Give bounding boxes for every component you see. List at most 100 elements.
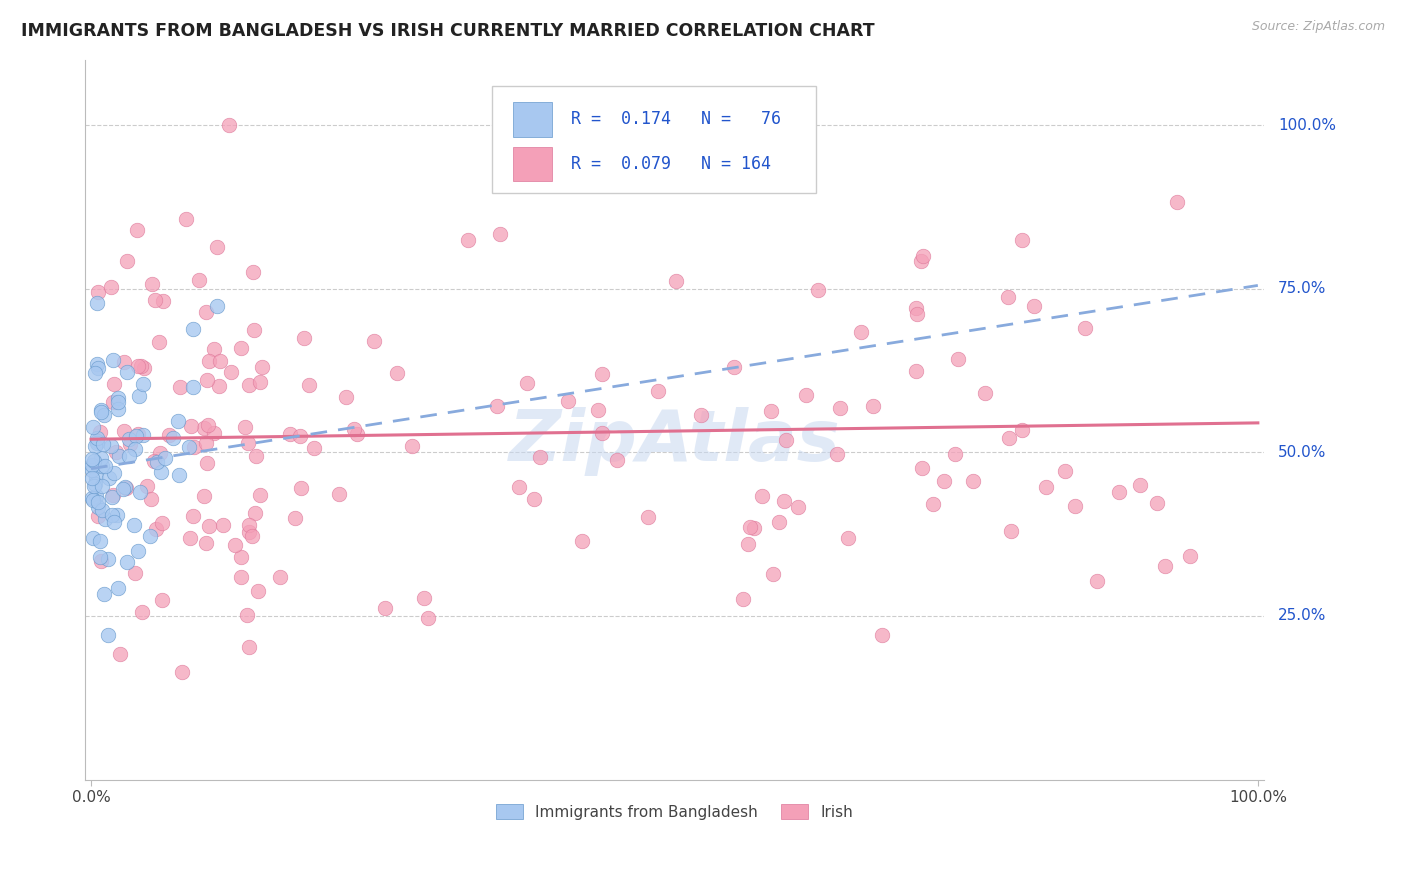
Point	[86, 434, 108, 448]
Point	[90, 459, 112, 474]
Point	[221, 365, 243, 379]
Point	[238, 640, 260, 654]
Point	[363, 334, 385, 349]
Point	[794, 387, 817, 401]
Point	[998, 431, 1021, 445]
Point	[486, 399, 509, 413]
Point	[150, 516, 173, 530]
Point	[997, 290, 1019, 304]
Point	[238, 517, 260, 532]
Point	[197, 418, 219, 433]
Point	[107, 449, 129, 463]
Point	[825, 447, 848, 461]
Point	[522, 491, 544, 506]
Point	[278, 427, 301, 442]
Text: R =  0.079   N = 164: R = 0.079 N = 164	[571, 155, 770, 173]
Point	[111, 482, 134, 496]
Point	[238, 377, 260, 392]
Point	[84, 470, 107, 484]
Point	[1153, 559, 1175, 574]
Point	[83, 439, 105, 453]
Point	[89, 533, 111, 548]
Point	[1166, 194, 1188, 209]
Point	[247, 583, 270, 598]
Point	[94, 458, 117, 473]
Point	[115, 556, 138, 570]
Point	[127, 426, 149, 441]
Point	[236, 436, 259, 450]
Point	[96, 628, 118, 642]
Point	[181, 380, 204, 394]
Point	[86, 436, 108, 450]
Point	[922, 498, 945, 512]
Point	[195, 373, 218, 387]
Point	[82, 471, 104, 485]
Point	[208, 354, 231, 368]
Point	[143, 454, 166, 468]
Point	[457, 233, 479, 247]
Point	[249, 488, 271, 502]
Point	[176, 212, 198, 227]
Point	[86, 296, 108, 310]
Point	[233, 420, 256, 434]
Point	[141, 277, 163, 291]
Point	[1180, 549, 1202, 564]
Point	[242, 265, 264, 279]
Point	[83, 454, 105, 468]
Point	[202, 342, 225, 356]
Point	[516, 376, 538, 391]
Point	[742, 521, 765, 535]
Point	[385, 366, 408, 380]
Text: R =  0.174   N =   76: R = 0.174 N = 76	[571, 111, 780, 128]
Point	[193, 421, 215, 435]
Point	[904, 301, 927, 315]
Point	[973, 386, 995, 401]
Point	[91, 437, 114, 451]
Point	[911, 461, 934, 475]
Point	[229, 341, 252, 355]
Point	[751, 489, 773, 503]
Point	[288, 429, 311, 443]
Point	[932, 474, 955, 488]
Point	[101, 353, 124, 368]
Point	[346, 427, 368, 442]
FancyBboxPatch shape	[492, 87, 815, 193]
Point	[1053, 464, 1076, 478]
Point	[768, 515, 790, 529]
Point	[179, 440, 201, 454]
Bar	[513, 146, 553, 181]
Text: Source: ZipAtlas.com: Source: ZipAtlas.com	[1251, 20, 1385, 33]
Point	[335, 390, 357, 404]
Point	[946, 352, 969, 367]
Point	[129, 485, 152, 500]
Point	[1011, 233, 1033, 247]
Point	[108, 648, 131, 662]
Point	[118, 432, 141, 446]
Point	[131, 605, 153, 619]
Point	[304, 441, 326, 455]
Point	[1108, 485, 1130, 500]
Point	[82, 451, 104, 466]
Point	[145, 455, 167, 469]
Point	[665, 274, 688, 288]
Point	[245, 449, 267, 463]
Point	[145, 523, 167, 537]
Point	[82, 419, 104, 434]
Point	[103, 376, 125, 391]
Point	[125, 222, 148, 236]
Point	[208, 379, 231, 393]
Point	[103, 466, 125, 480]
Point	[148, 334, 170, 349]
Point	[93, 511, 115, 525]
Point	[87, 500, 110, 514]
Point	[124, 442, 146, 456]
Point	[86, 357, 108, 371]
Point	[1000, 524, 1022, 539]
Point	[207, 299, 229, 313]
Point	[129, 359, 152, 374]
Point	[759, 404, 782, 418]
Point	[100, 439, 122, 453]
Point	[943, 447, 966, 461]
Point	[413, 591, 436, 605]
Point	[181, 508, 204, 523]
